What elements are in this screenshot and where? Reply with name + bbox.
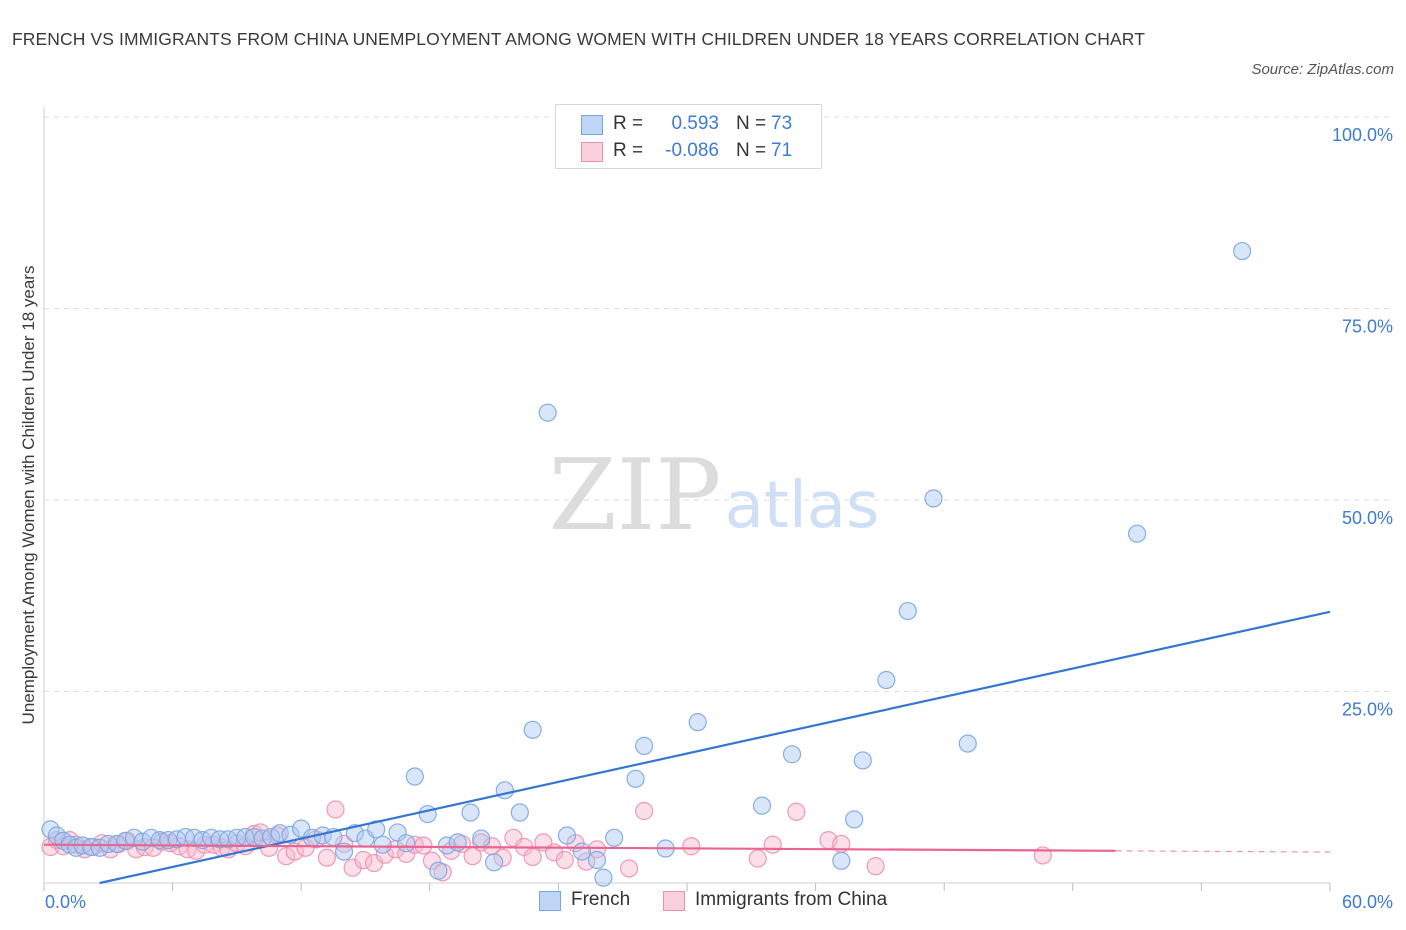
french-point [373,835,392,854]
china-point [587,840,607,859]
chart-title: FRENCH VS IMMIGRANTS FROM CHINA UNEMPLOY… [12,29,1145,49]
french-point [1127,524,1147,543]
legend-r-value: -0.086 [665,140,719,161]
french-point [448,833,467,852]
french-point [782,745,802,764]
french-point [752,796,772,815]
x-tick-label: 60.0% [1342,892,1393,912]
grid-lines [44,116,1393,692]
french-point [845,810,864,829]
legend-r-label: R = [613,113,644,134]
french-point [1233,241,1252,261]
french-point [472,829,491,848]
china-point [523,847,542,867]
french-point [626,769,645,788]
china-point [787,802,806,821]
french-point [587,850,607,870]
french-point [572,842,592,861]
legend-r-label: R = [613,140,644,161]
french-trend-line [99,610,1331,885]
french-point [832,851,851,870]
legend-n-label: N = [736,113,767,134]
y-tick-label: 100.0% [1332,125,1393,145]
x-tick-label: 0.0% [45,892,86,912]
china-trend-line [43,843,1116,852]
y-tick-label: 50.0% [1342,508,1393,528]
china-trend-extension [1115,850,1331,853]
french-point [877,670,896,690]
china-point [277,847,296,866]
french-point [345,824,364,843]
china-point [635,801,654,821]
china-point [555,850,574,870]
french-point [594,868,613,887]
french-point [853,751,872,770]
china-point [354,850,373,870]
watermark-atlas: atlas [725,469,880,543]
y-tick-label: 75.0% [1342,317,1393,337]
french-point [461,803,480,822]
french-legend-swatch [539,891,561,911]
french-point [485,853,504,872]
x-axis-ticks [43,883,1331,891]
china-point [317,848,337,867]
french-point [495,781,514,800]
legend-n-value: 73 [771,113,793,134]
french-point [557,826,577,845]
french-point [397,834,416,853]
china-legend-swatch [663,891,685,911]
china-point [682,837,701,856]
french-point [538,403,557,422]
french-point [523,720,542,739]
x-tick-labels: 0.0% 60.0% [45,892,1393,912]
y-tick-labels: 100.0% 75.0% 50.0% 25.0% [1332,125,1393,720]
legend-n-value: 71 [771,140,793,161]
correlation-legend: R = 0.593 N = 73 R = -0.086 N = 71 [555,104,822,169]
french-point [688,713,707,732]
french-point [429,861,448,880]
watermark-zip: ZIP [549,439,722,553]
china-point [620,859,639,878]
french-point [958,734,977,753]
china-swatch [581,142,603,162]
french-point [90,838,109,857]
china-point [334,834,354,854]
source-label: Source: ZipAtlas.com [1251,61,1394,78]
french-point [418,804,437,824]
china-point [493,848,512,867]
french-point [510,803,529,822]
y-tick-label: 25.0% [1342,700,1393,720]
china-point [866,857,885,876]
french-swatch [581,115,603,135]
china-point [422,851,442,870]
trend-lines [43,610,1331,885]
china-point [748,849,767,868]
french-point [437,836,457,855]
china-point [326,800,345,819]
french-point [898,601,917,621]
watermark: ZIP atlas [549,439,880,553]
french-legend-label: French [571,889,631,910]
china-point [414,836,433,855]
china-legend-label: Immigrants from China [695,889,888,910]
legend-n-label: N = [736,140,767,161]
china-point [763,835,782,854]
french-point [405,767,424,786]
french-point [924,489,943,508]
china-point [285,842,304,861]
french-series [41,241,1252,887]
french-point [367,820,386,839]
french-point [635,736,654,755]
french-point [605,828,624,847]
legend-r-value: 0.593 [671,113,719,134]
